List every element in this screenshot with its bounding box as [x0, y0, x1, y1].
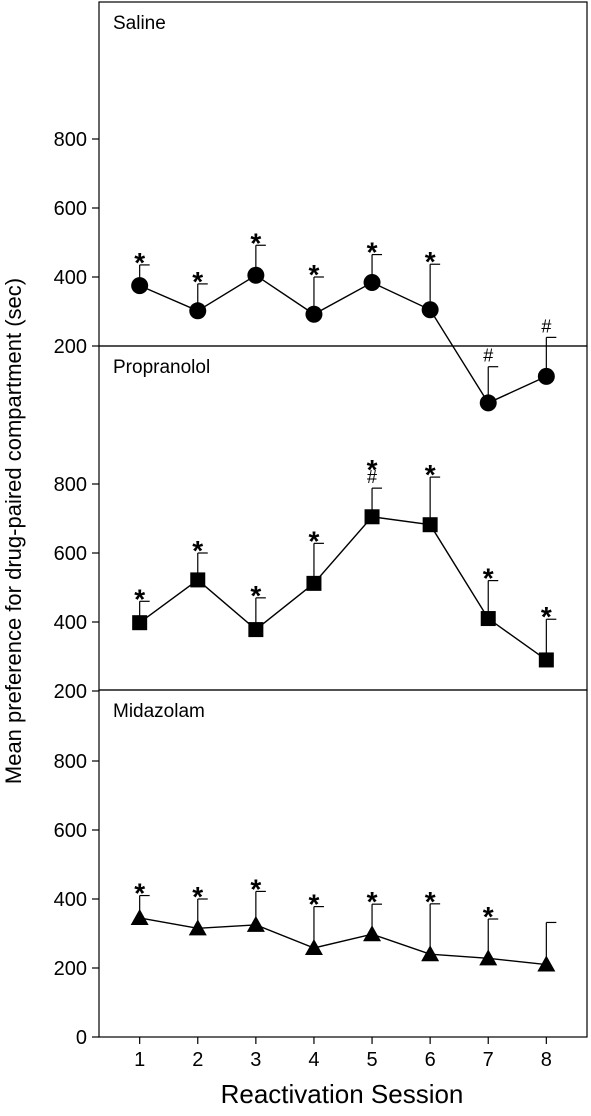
- data-point: [421, 301, 439, 319]
- data-point: [247, 266, 265, 284]
- significance-star: *: [367, 886, 378, 917]
- x-tick-label: 2: [192, 1049, 203, 1071]
- y-tick-label: 600: [54, 543, 87, 565]
- x-tick-label: 4: [308, 1049, 319, 1071]
- data-point: [363, 274, 381, 292]
- data-point: [132, 615, 148, 631]
- significance-star: *: [134, 247, 145, 278]
- significance-star: *: [483, 563, 494, 594]
- significance-star: *: [425, 459, 436, 490]
- significance-star: *: [308, 889, 319, 920]
- data-point: [480, 611, 496, 627]
- data-point: [189, 302, 207, 320]
- x-axis: 1 2 3 4 5 6 7 8: [134, 1037, 552, 1071]
- panel-frame: [98, 689, 588, 1038]
- data-point: [363, 925, 382, 942]
- data-point: [422, 517, 438, 533]
- data-point: [306, 575, 322, 591]
- significance-star: *: [192, 535, 203, 566]
- data-point: [421, 945, 440, 962]
- panel-saline: Saline 200 400 600 800 * * * * * * # #: [54, 1, 588, 412]
- series-line: [139, 516, 547, 661]
- x-tick-label: 6: [425, 1049, 436, 1071]
- x-tick-label: 8: [541, 1049, 552, 1071]
- panel-label: Saline: [113, 13, 166, 34]
- y-tick-label: 200: [54, 681, 87, 703]
- series-line: [139, 917, 547, 966]
- data-point: [304, 938, 323, 955]
- x-axis-title: Reactivation Session: [221, 1079, 464, 1109]
- panel-label: Propranolol: [113, 357, 210, 378]
- significance-star: *: [134, 878, 145, 909]
- y-tick-label: 200: [54, 336, 87, 358]
- significance-star: *: [425, 886, 436, 917]
- x-tick-label: 3: [250, 1049, 261, 1071]
- y-tick-label: 600: [54, 820, 87, 842]
- significance-star: *: [425, 246, 436, 277]
- data-point: [479, 949, 498, 966]
- y-tick-label: 800: [54, 474, 87, 496]
- y-axis-title: Mean preference for drug-paired compartm…: [1, 278, 26, 784]
- data-point: [246, 915, 265, 932]
- significance-star: *: [483, 901, 494, 932]
- significance-star: *: [367, 237, 378, 268]
- data-point: [190, 572, 206, 588]
- significance-star: *: [367, 454, 378, 485]
- hash-annotation: #: [541, 316, 551, 336]
- significance-star: *: [134, 583, 145, 614]
- x-tick-label: 5: [366, 1049, 377, 1071]
- y-tick-label: 800: [54, 129, 87, 151]
- hash-annotation: #: [483, 346, 493, 366]
- significance-star: *: [308, 259, 319, 290]
- data-point: [479, 394, 497, 412]
- significance-star: *: [250, 227, 261, 258]
- panel-label: Midazolam: [113, 701, 205, 722]
- data-point: [537, 367, 555, 385]
- y-tick-label: 400: [54, 889, 87, 911]
- significance-star: *: [250, 873, 261, 904]
- data-point: [537, 955, 556, 972]
- y-tick-label: 800: [54, 751, 87, 773]
- significance-star: *: [250, 580, 261, 611]
- y-tick-label: 600: [54, 198, 87, 220]
- panel-frame: [98, 345, 588, 691]
- data-point: [364, 509, 380, 525]
- panel-frame: [98, 1, 588, 347]
- x-tick-label: 1: [134, 1049, 145, 1071]
- hash-annotation: #: [367, 467, 377, 487]
- data-point: [248, 622, 264, 638]
- y-tick-label: 200: [54, 958, 87, 980]
- y-tick-label: 400: [54, 612, 87, 634]
- significance-star: *: [308, 525, 319, 556]
- panel-midazolam: Midazolam 0 200 400 600 800 * * * * * * *: [54, 689, 588, 1049]
- y-tick-label: 0: [76, 1027, 87, 1049]
- significance-star: *: [541, 601, 552, 632]
- data-point: [131, 277, 149, 295]
- significance-star: *: [192, 266, 203, 297]
- data-point: [130, 908, 149, 925]
- data-point: [305, 305, 323, 323]
- significance-star: *: [192, 881, 203, 912]
- x-tick-label: 7: [483, 1049, 494, 1071]
- data-point: [188, 919, 207, 936]
- data-point: [538, 652, 554, 668]
- series-line: [139, 274, 547, 404]
- y-tick-label: 400: [54, 267, 87, 289]
